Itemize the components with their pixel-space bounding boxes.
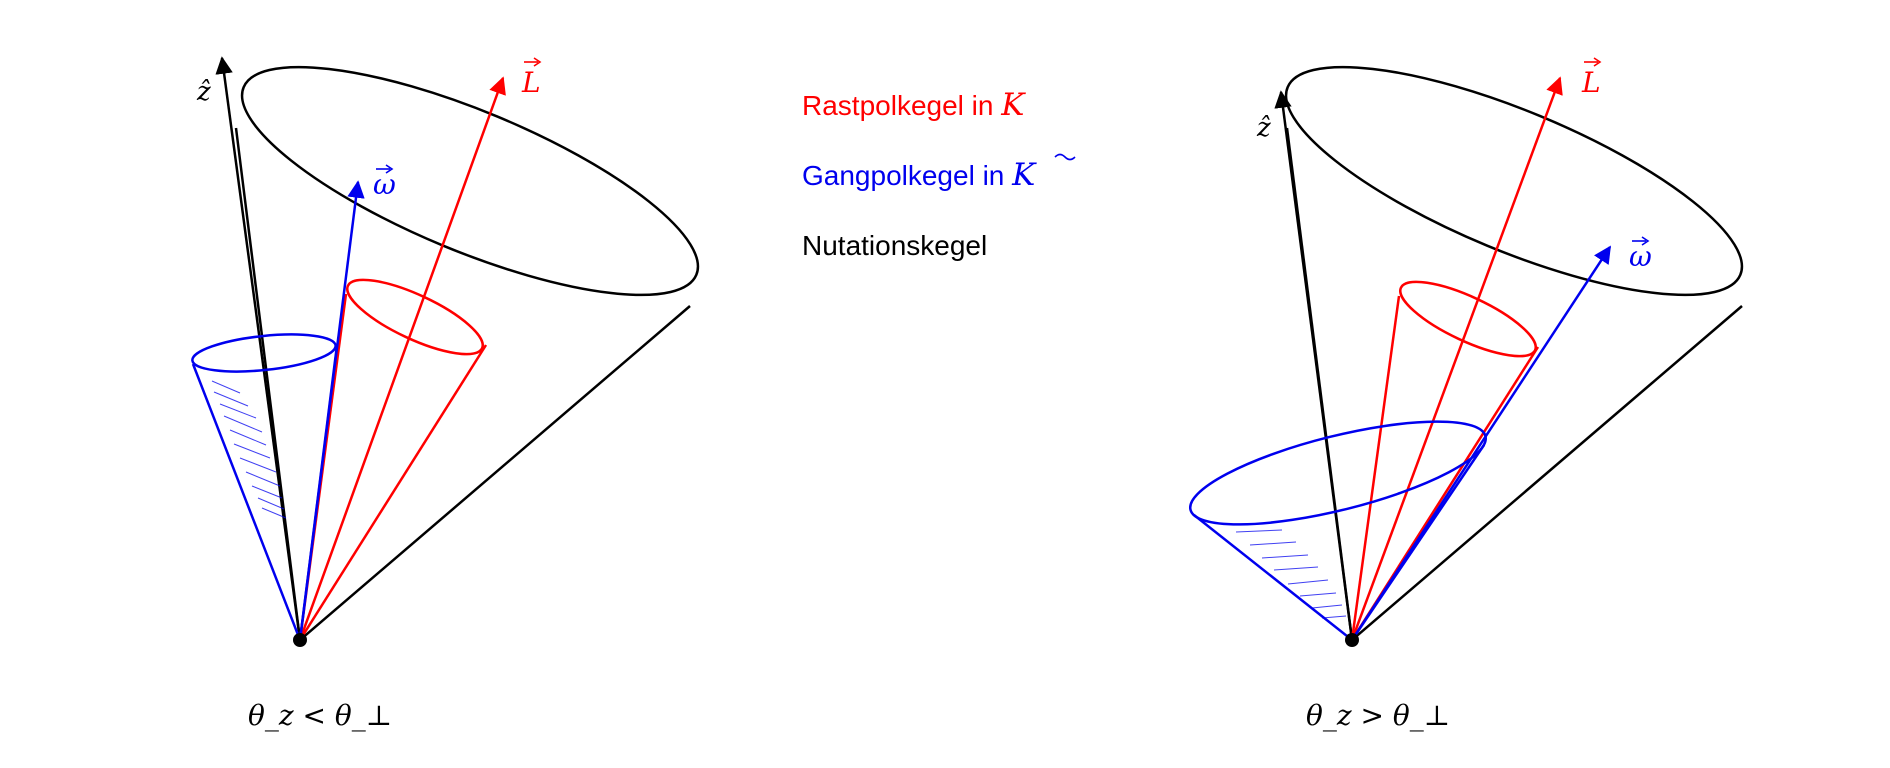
right-omega-label-group: ω bbox=[1629, 236, 1652, 273]
legend-rastpol: Rastpolkegel in K bbox=[802, 87, 1026, 123]
legend-gangpol-text: Gangpolkegel in bbox=[802, 160, 1012, 191]
right-rastpol-cone bbox=[1350, 280, 1540, 641]
right-omega-label: ω bbox=[1629, 240, 1652, 273]
right-omega-vector bbox=[1350, 245, 1612, 641]
right-z-label: ẑ bbox=[1256, 113, 1271, 143]
right-nutation-cone-rim bbox=[1284, 65, 1744, 297]
left-L-label-group: L bbox=[521, 57, 542, 99]
left-L-vector-arrow-accent-head bbox=[533, 57, 542, 67]
right-omega-arrow-accent-head bbox=[1641, 236, 1650, 246]
right-z-axis bbox=[1274, 90, 1354, 641]
right-L-vector-arrow-accent-head bbox=[1593, 57, 1602, 67]
left-nutation-cone-edge-right bbox=[299, 305, 691, 641]
legend-nutation: Nutationskegel bbox=[802, 230, 987, 261]
legend-rastpol-text: Rastpolkegel in bbox=[802, 90, 1001, 121]
left-z-axis bbox=[215, 56, 302, 641]
left-L-label: L bbox=[521, 66, 541, 99]
right-L-vector bbox=[1350, 76, 1563, 641]
left-omega-label: ω bbox=[373, 168, 396, 201]
left-L-vector bbox=[298, 76, 506, 641]
right-rastpol-cone-edge-left bbox=[1350, 295, 1401, 641]
right-origin-point bbox=[1345, 633, 1359, 647]
legend-gangpol-tilde bbox=[1054, 153, 1076, 161]
left-omega-vector bbox=[298, 180, 365, 641]
legend-gangpol: Gangpolkegel in K bbox=[802, 157, 1037, 193]
right-diagram: ẑ L ω θ_z > θ_⊥ bbox=[1188, 57, 1744, 732]
left-origin-point bbox=[293, 633, 307, 647]
left-rastpol-cone-rim bbox=[346, 278, 484, 356]
right-L-label-group: L bbox=[1581, 57, 1602, 99]
right-gangpol-cone-edge-left bbox=[1193, 514, 1353, 641]
left-omega-label-group: ω bbox=[373, 164, 396, 201]
legend: Rastpolkegel in K Gangpolkegel in K Nuta… bbox=[802, 87, 1076, 261]
left-nutation-cone bbox=[234, 65, 700, 641]
left-gangpol-hatching bbox=[211, 380, 287, 519]
left-gangpol-cone-rim bbox=[191, 333, 337, 373]
right-nutation-cone-edge-right bbox=[1351, 305, 1743, 641]
right-caption: θ_z > θ_⊥ bbox=[1306, 699, 1450, 732]
left-z-label: ẑ bbox=[196, 77, 211, 107]
right-rastpol-cone-rim bbox=[1399, 280, 1537, 358]
right-L-label: L bbox=[1581, 66, 1601, 99]
legend-gangpol-symbol: K bbox=[1011, 157, 1037, 193]
legend-rastpol-symbol: K bbox=[1000, 87, 1026, 123]
left-gangpol-cone-edge-left bbox=[191, 363, 302, 641]
left-rastpol-cone bbox=[298, 278, 488, 641]
left-rastpol-cone-edge-right bbox=[298, 344, 488, 641]
right-gangpol-hatching bbox=[1235, 529, 1347, 619]
right-nutation-cone bbox=[1284, 65, 1744, 641]
left-omega-arrow-accent-head bbox=[385, 164, 394, 174]
left-nutation-cone-rim bbox=[240, 65, 700, 297]
left-diagram: ẑ L ω θ_z < θ_⊥ bbox=[191, 56, 700, 732]
left-caption: θ_z < θ_⊥ bbox=[248, 699, 392, 732]
